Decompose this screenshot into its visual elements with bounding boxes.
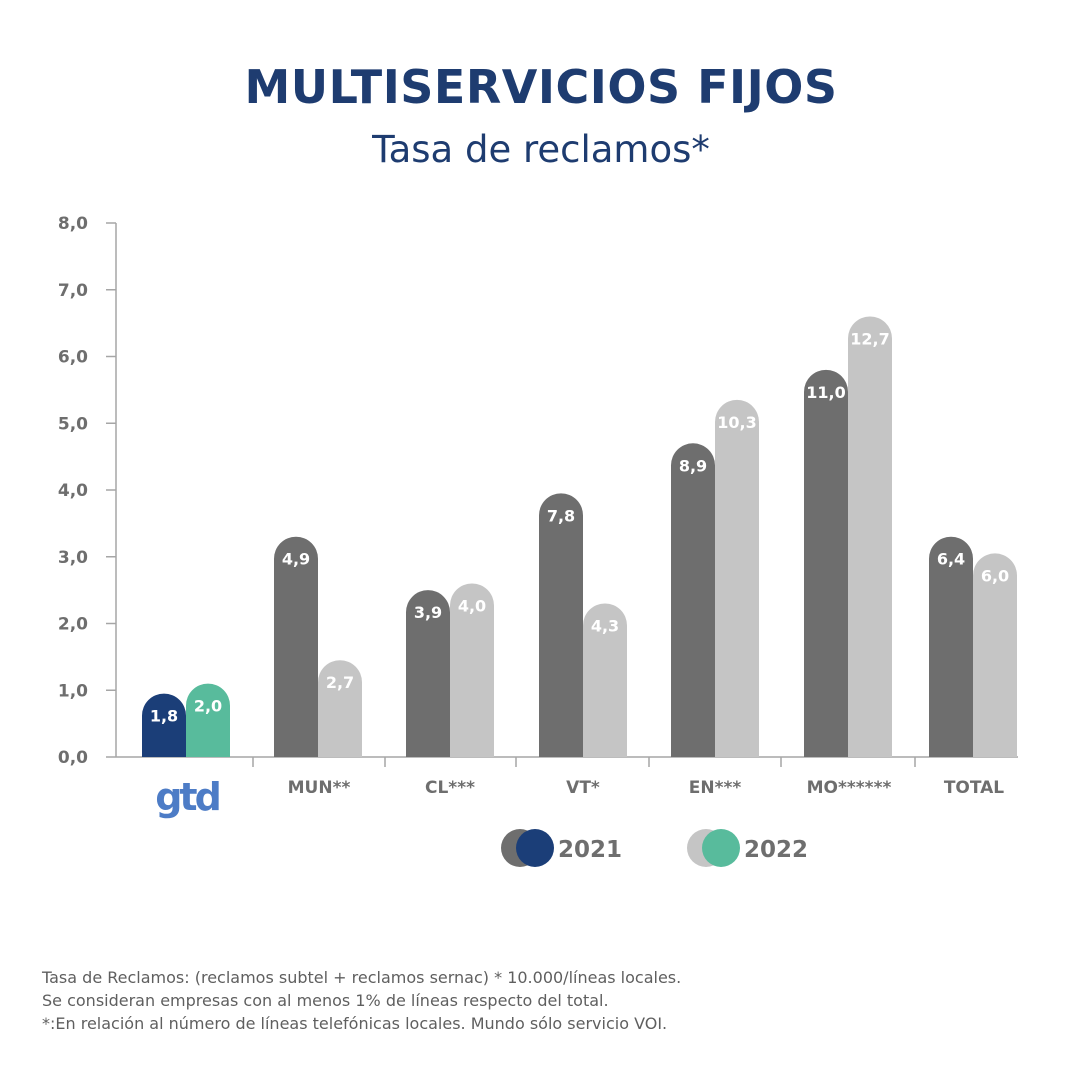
bar-2022-6 [973, 553, 1017, 757]
x-tick-label: VT* [566, 778, 600, 798]
x-tick-label: CL*** [425, 778, 475, 798]
legend-swatch-front-1 [702, 829, 740, 867]
bar-2021-6 [929, 536, 973, 757]
legend: 2021 2022 [501, 829, 808, 867]
x-tick-label: MUN** [288, 778, 351, 798]
data-label-2022-5: 12,7 [850, 329, 889, 348]
bar-2022-2 [450, 583, 494, 757]
footnote-3: *:En relación al número de líneas telefó… [42, 1014, 668, 1033]
y-tick-label: 1,0 [58, 681, 88, 701]
footnote-2: Se consideran empresas con al menos 1% d… [42, 991, 609, 1010]
data-label-2021-4: 8,9 [679, 456, 707, 475]
legend-swatch-front-0 [516, 829, 554, 867]
data-label-2021-2: 3,9 [414, 603, 442, 622]
data-label-2022-2: 4,0 [458, 596, 486, 615]
x-axis-labels: gtd MUN** CL*** VT* EN*** MO****** TOTAL [155, 775, 1004, 819]
bar-chart: 0,0 1,0 2,0 3,0 4,0 5,0 6,0 7,0 8,0 1,8 2,0 4,9 2,7… [58, 214, 1018, 867]
data-label-2022-6: 6,0 [981, 566, 1009, 585]
x-tick-label: TOTAL [944, 778, 1004, 798]
chart-title: MULTISERVICIOS FIJOS [244, 60, 838, 114]
data-label-2022-1: 2,7 [326, 673, 354, 692]
y-tick-label: 6,0 [58, 348, 88, 368]
data-label-2021-3: 7,8 [547, 506, 575, 525]
bar-2021-1 [274, 536, 318, 757]
bar-2021-5 [804, 369, 848, 757]
y-tick-label: 7,0 [58, 281, 88, 301]
data-label-2021-1: 4,9 [282, 550, 310, 569]
bar-2022-0 [186, 683, 230, 757]
bars: 1,8 2,0 4,9 2,7 3,9 4,0 7,8 4,3 8,9 10,3 11,0 12,7 6… [142, 316, 1017, 757]
data-label-2022-4: 10,3 [717, 413, 756, 432]
x-tick-label: MO****** [807, 778, 892, 798]
chart-subtitle: Tasa de reclamos* [372, 128, 710, 171]
y-tick-label: 5,0 [58, 414, 88, 434]
bar-2021-3 [539, 493, 583, 757]
bar-2022-5 [848, 316, 892, 757]
legend-label-1: 2022 [744, 837, 808, 863]
bar-2021-0 [142, 693, 187, 757]
bar-2022-1 [318, 660, 362, 757]
bar-2021-2 [406, 590, 450, 757]
bar-2021-4 [671, 443, 715, 757]
data-label-2021-0: 1,8 [150, 707, 178, 726]
y-tick-label: 3,0 [58, 548, 88, 568]
footnotes: Tasa de Reclamos: (reclamos subtel + rec… [42, 966, 681, 1035]
y-tick-label: 0,0 [58, 748, 88, 768]
y-tick-label: 4,0 [58, 481, 88, 501]
y-tick-label: 8,0 [58, 214, 88, 234]
y-tick-label: 2,0 [58, 615, 88, 635]
bar-2022-4 [715, 399, 759, 757]
data-label-2021-6: 6,4 [937, 550, 965, 569]
gtd-logo: gtd [155, 775, 219, 819]
footnote-1: Tasa de Reclamos: (reclamos subtel + rec… [42, 968, 682, 987]
legend-label-0: 2021 [558, 837, 622, 863]
x-tick-label: EN*** [689, 778, 742, 798]
axes: 0,0 1,0 2,0 3,0 4,0 5,0 6,0 7,0 8,0 [58, 214, 1018, 768]
bar-2022-3 [583, 603, 627, 757]
data-label-2022-3: 4,3 [591, 616, 619, 635]
data-label-2021-5: 11,0 [806, 383, 845, 402]
data-label-2022-0: 2,0 [194, 697, 222, 716]
